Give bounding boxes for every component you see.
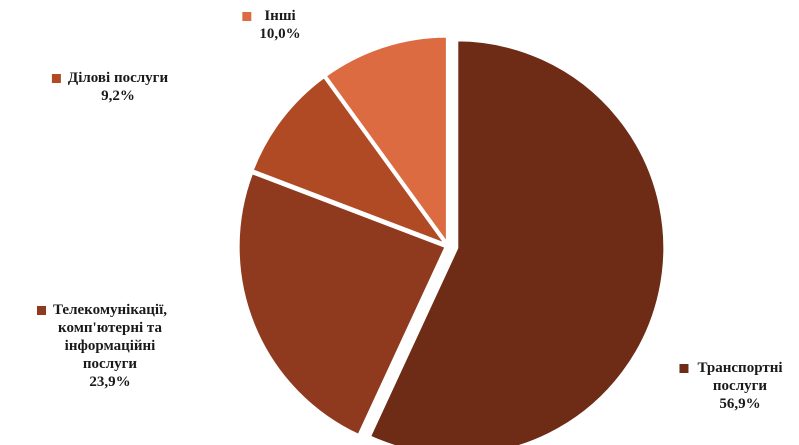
pie-slice xyxy=(323,34,449,249)
legend-key-square xyxy=(679,364,689,373)
slice-value-label: 23,9% xyxy=(89,374,130,390)
legend-key-square xyxy=(37,306,46,315)
slice-name-label: Інші xyxy=(264,8,295,24)
slice-name-label: Транспортні xyxy=(697,360,782,376)
slice-label: Транспортні послуги 56,9% xyxy=(679,360,783,412)
slice-value-label: 10,0% xyxy=(259,26,300,42)
slice-name-label: інформаційні xyxy=(65,338,156,354)
pie-slices xyxy=(236,34,667,445)
slice-name-label: комп'ютерні та xyxy=(58,320,162,336)
pie-labels: Транспортні послуги 56,9% Телекомунікації, к… xyxy=(37,8,783,412)
slice-name-label: Ділові послуги xyxy=(68,70,169,86)
slice-value-label: 9,2% xyxy=(101,88,135,104)
legend-key-square xyxy=(51,74,61,83)
slice-name-label: послуги xyxy=(83,356,138,372)
slice-value-label: 56,9% xyxy=(719,396,760,412)
slice-name-label: Телекомунікації, xyxy=(53,302,167,318)
slice-name-label: послуги xyxy=(713,378,768,394)
legend-key-square xyxy=(242,12,252,21)
pie-slice xyxy=(367,38,667,445)
slice-label: Телекомунікації, комп'ютерні та інформацій… xyxy=(37,302,167,390)
slice-label: Інші 10,0% xyxy=(242,8,301,42)
pie-slice xyxy=(236,170,449,438)
pie-slice xyxy=(250,74,451,248)
slice-label: Ділові послуги 9,2% xyxy=(51,70,169,104)
